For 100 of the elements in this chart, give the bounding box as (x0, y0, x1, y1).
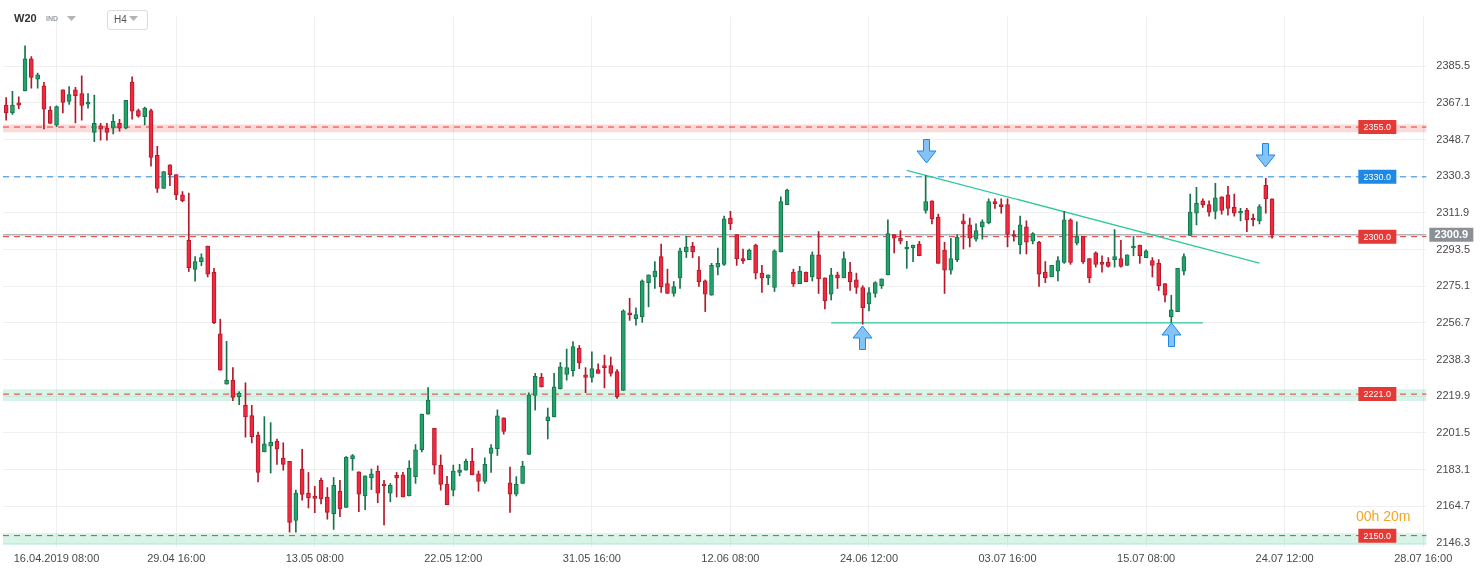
annotation: 00h 20m (1356, 508, 1411, 524)
candlestick (262, 416, 267, 453)
candlestick (665, 268, 670, 294)
candlestick (394, 472, 399, 498)
candlestick (791, 268, 796, 287)
candlestick (564, 348, 569, 381)
candlestick (388, 483, 393, 503)
candlestick (1194, 186, 1199, 226)
ref-line-label: 2330.0 (1363, 171, 1392, 182)
y-tick-label: 2146.3 (1436, 536, 1471, 549)
candlestick (199, 253, 204, 267)
y-tick-label: 2238.3 (1436, 352, 1471, 365)
candlestick (1099, 255, 1105, 273)
candlestick (1049, 265, 1054, 278)
y-tick-label: 2183.1 (1436, 462, 1471, 475)
candlestick (1068, 218, 1073, 265)
candlestick (923, 175, 928, 214)
x-tick-label: 24.06 12:00 (839, 552, 899, 565)
candlestick (684, 236, 689, 258)
candlestick (854, 272, 859, 294)
candlestick (85, 93, 91, 109)
x-tick-label: 31.05 16:00 (562, 552, 621, 565)
candlestick (1150, 257, 1155, 278)
candlestick (331, 477, 336, 530)
y-tick-label: 2367.1 (1436, 95, 1471, 108)
candlestick (728, 211, 733, 231)
candlestick (986, 198, 991, 225)
candlestick (1238, 208, 1243, 222)
candlestick (898, 230, 903, 245)
candlestick (942, 241, 947, 294)
candlestick (350, 454, 355, 471)
x-tick-label: 22.05 12:00 (424, 552, 483, 565)
candlestick (495, 409, 500, 456)
ref-line-label: 2221.0 (1363, 389, 1392, 400)
y-tick-label: 2256.7 (1436, 315, 1471, 328)
candlestick (1087, 258, 1092, 284)
y-tick-label: 2275.1 (1436, 279, 1471, 292)
candlestick (583, 367, 588, 394)
candlestick (602, 354, 607, 389)
x-tick-label: 24.07 12:00 (1255, 552, 1314, 565)
candlestick (539, 373, 544, 388)
candlestick (432, 428, 437, 475)
y-tick-label: 2219.9 (1436, 389, 1471, 402)
candlestick (413, 444, 418, 484)
ref-line-label: 2300.9 (1434, 228, 1469, 241)
candlestick (243, 382, 248, 438)
candlestick (1112, 229, 1117, 268)
y-tick-label: 2330.3 (1436, 169, 1471, 182)
candlestick (1219, 196, 1224, 215)
candlestick (998, 198, 1004, 214)
candlestick (1175, 268, 1180, 312)
candlestick (992, 198, 998, 209)
y-tick-label: 2293.5 (1436, 242, 1471, 255)
candlestick (816, 231, 821, 294)
candlestick (746, 248, 752, 260)
candlestick (558, 362, 563, 390)
candlestick (917, 240, 922, 257)
annotation: H4 (107, 10, 148, 30)
candlestick (621, 309, 626, 391)
y-tick-label: 2201.5 (1436, 426, 1471, 439)
candlestick (753, 243, 758, 280)
x-tick-label: 13.05 08:00 (285, 552, 344, 565)
candlestick (1213, 183, 1218, 220)
chart-title: W20 (14, 12, 37, 24)
candlestick (306, 472, 311, 509)
candlestick (1156, 259, 1162, 291)
candlestick (1011, 230, 1017, 242)
candlestick (35, 72, 40, 89)
candlestick (117, 118, 122, 132)
candlestick (325, 487, 330, 520)
candlestick (54, 105, 59, 127)
candlestick (879, 278, 884, 289)
candlestick (980, 219, 985, 240)
candlestick (709, 263, 714, 296)
ref-line-label: 2300.0 (1363, 231, 1392, 242)
candlestick (1042, 261, 1048, 284)
candlestick (1257, 204, 1262, 225)
candlestick (772, 249, 777, 292)
x-tick-label: 15.07 08:00 (1117, 552, 1176, 565)
y-tick-label: 2385.5 (1436, 59, 1471, 72)
candlestick (10, 91, 15, 115)
candlestick (740, 248, 746, 264)
candlestick (501, 417, 507, 435)
candlestick (287, 460, 292, 533)
candlestick (690, 241, 695, 258)
y-tick-label: 2311.9 (1436, 205, 1470, 218)
candlestick (29, 56, 34, 89)
candlestick (476, 470, 481, 492)
x-tick-label: 03.07 16:00 (978, 552, 1037, 565)
candlestick (136, 108, 141, 118)
candlestick (646, 274, 651, 308)
ref-line-label: 2150.0 (1363, 530, 1392, 541)
candlestick (312, 486, 318, 514)
y-tick-label: 2348.7 (1436, 132, 1471, 145)
candlestick (457, 463, 462, 477)
candlestick (280, 442, 286, 471)
x-tick-label: 29.04 16:00 (147, 552, 206, 565)
candlestick (205, 245, 211, 278)
candlestick (1005, 198, 1010, 248)
candlestick (627, 297, 632, 321)
